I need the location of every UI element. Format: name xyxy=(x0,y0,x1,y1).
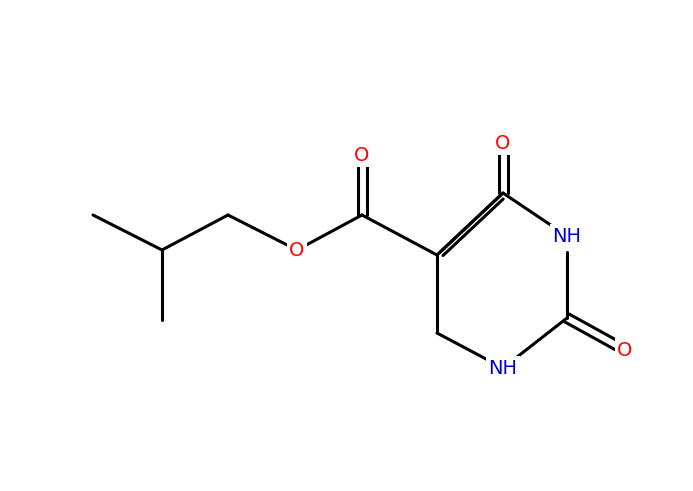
Text: NH: NH xyxy=(489,358,518,378)
Text: O: O xyxy=(354,145,369,164)
Text: NH: NH xyxy=(552,226,581,246)
Text: O: O xyxy=(617,340,633,359)
Text: O: O xyxy=(289,241,305,260)
Text: O: O xyxy=(495,134,511,153)
